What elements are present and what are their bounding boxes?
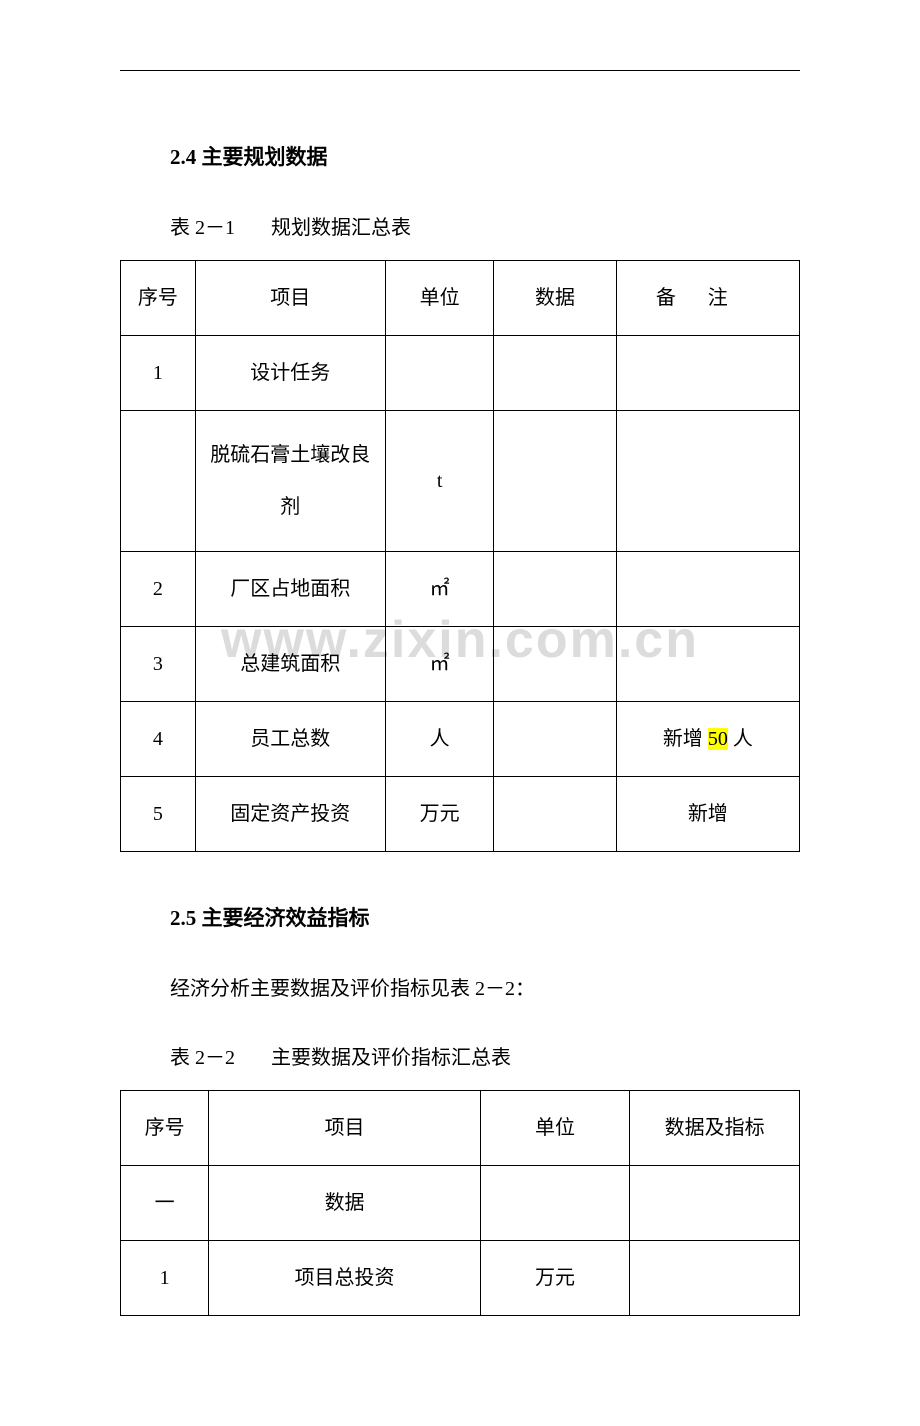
cell-data (494, 627, 616, 702)
table1-caption-num: 表 2－1 (170, 211, 235, 240)
cell-data (630, 1166, 800, 1241)
cell-seq: 2 (121, 552, 196, 627)
header-unit: 单位 (385, 261, 494, 336)
header-rule (120, 70, 800, 71)
table-row: 一 数据 (121, 1166, 800, 1241)
header-data: 数据 (494, 261, 616, 336)
cell-data (494, 552, 616, 627)
cell-seq: 1 (121, 336, 196, 411)
table-row: 5 固定资产投资 万元 新增 (121, 777, 800, 852)
cell-item: 员工总数 (195, 702, 385, 777)
cell-item: 厂区占地面积 (195, 552, 385, 627)
economic-indicator-table: 序号 项目 单位 数据及指标 一 数据 1 项目总投资 万元 (120, 1090, 800, 1316)
cell-item: 总建筑面积 (195, 627, 385, 702)
header-unit: 单位 (480, 1091, 629, 1166)
cell-seq: 4 (121, 702, 196, 777)
table-row: 2 厂区占地面积 ㎡ (121, 552, 800, 627)
table-row: 4 员工总数 人 新增 50 人 (121, 702, 800, 777)
section-heading-2: 2.5 主要经济效益指标 (170, 902, 800, 932)
header-remark: 备注 (616, 261, 799, 336)
highlighted-value: 50 (708, 728, 728, 750)
cell-remark (616, 627, 799, 702)
cell-data (630, 1241, 800, 1316)
table2-caption-num: 表 2－2 (170, 1041, 235, 1070)
cell-seq: 3 (121, 627, 196, 702)
cell-seq: 一 (121, 1166, 209, 1241)
table1-caption: 表 2－1 规划数据汇总表 (170, 211, 800, 240)
cell-item: 脱硫石膏土壤改良剂 (195, 411, 385, 552)
table2-caption-title: 主要数据及评价指标汇总表 (271, 1047, 511, 1069)
header-item: 项目 (209, 1091, 481, 1166)
cell-data (494, 702, 616, 777)
section2-paragraph: 经济分析主要数据及评价指标见表 2－2： (170, 972, 800, 1001)
cell-item: 固定资产投资 (195, 777, 385, 852)
cell-seq (121, 411, 196, 552)
cell-unit: 万元 (385, 777, 494, 852)
cell-data (494, 336, 616, 411)
cell-unit: 万元 (480, 1241, 629, 1316)
table1-caption-title: 规划数据汇总表 (271, 217, 411, 239)
cell-unit (385, 336, 494, 411)
cell-remark (616, 411, 799, 552)
cell-remark: 新增 (616, 777, 799, 852)
cell-unit: t (385, 411, 494, 552)
cell-seq: 1 (121, 1241, 209, 1316)
header-item: 项目 (195, 261, 385, 336)
table-row: 序号 项目 单位 数据 备注 (121, 261, 800, 336)
cell-remark: 新增 50 人 (616, 702, 799, 777)
cell-item: 项目总投资 (209, 1241, 481, 1316)
cell-unit: ㎡ (385, 552, 494, 627)
cell-data (494, 411, 616, 552)
table-row: 3 总建筑面积 ㎡ (121, 627, 800, 702)
header-seq: 序号 (121, 1091, 209, 1166)
planning-data-table: 序号 项目 单位 数据 备注 1 设计任务 脱硫石膏土壤改良剂 t 2 厂区占地… (120, 260, 800, 852)
cell-unit (480, 1166, 629, 1241)
table-row: 1 设计任务 (121, 336, 800, 411)
cell-data (494, 777, 616, 852)
cell-unit: ㎡ (385, 627, 494, 702)
header-seq: 序号 (121, 261, 196, 336)
cell-item: 数据 (209, 1166, 481, 1241)
page-content: 2.4 主要规划数据 表 2－1 规划数据汇总表 序号 项目 单位 数据 备注 1… (0, 0, 920, 1426)
table-row: 序号 项目 单位 数据及指标 (121, 1091, 800, 1166)
table2-caption: 表 2－2 主要数据及评价指标汇总表 (170, 1041, 800, 1070)
section-heading-1: 2.4 主要规划数据 (170, 141, 800, 171)
cell-remark (616, 336, 799, 411)
table-row: 脱硫石膏土壤改良剂 t (121, 411, 800, 552)
cell-seq: 5 (121, 777, 196, 852)
header-data: 数据及指标 (630, 1091, 800, 1166)
table-row: 1 项目总投资 万元 (121, 1241, 800, 1316)
cell-unit: 人 (385, 702, 494, 777)
cell-item: 设计任务 (195, 336, 385, 411)
cell-remark (616, 552, 799, 627)
